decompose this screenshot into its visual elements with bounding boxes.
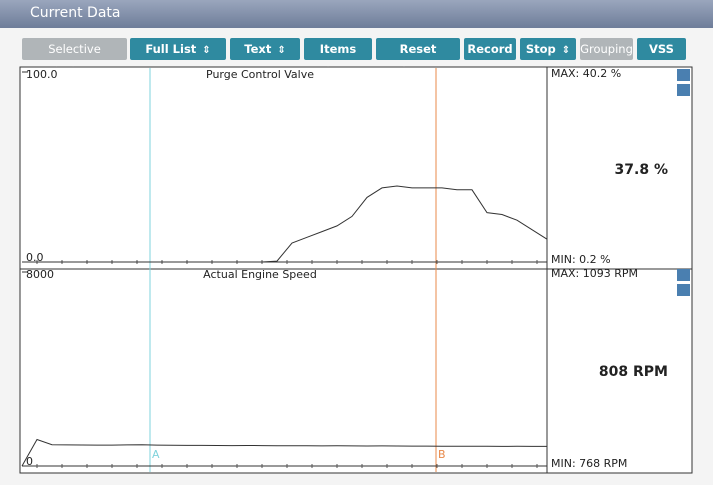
move-icon [677,84,690,96]
dropdown-icon: ⇕ [277,45,286,56]
toolbar-button[interactable]: Stop ⇕ [520,38,576,60]
window-title: Current Data [30,5,121,21]
max-label: MAX: 40.2 % [551,67,621,80]
frame [19,66,693,474]
button-label: VSS [649,42,674,56]
panel-title: Actual Engine Speed [203,268,317,281]
toolbar-button[interactable]: Full List ⇕ [130,38,226,60]
button-label: Grouping [580,42,633,56]
y-tick-label: 100.0 [26,68,58,81]
current-value: 808 RPM [599,364,668,380]
title-bar: Current Data [0,0,713,28]
panel-title: Purge Control Valve [206,68,314,81]
toolbar-button[interactable]: VSS [637,38,686,60]
y-tick-label: 8000 [26,268,54,281]
max-label: MAX: 1093 RPM [551,267,638,280]
trace [22,185,548,263]
button-label: Stop [525,42,556,56]
current-value: 37.8 % [615,162,668,178]
button-label: Full List [145,42,197,56]
min-label: MIN: 0.2 % [551,253,611,266]
y-tick-label: 0.0 [26,251,44,264]
dropdown-icon: ⇕ [561,45,571,56]
dropdown-icon: ⇕ [202,45,211,56]
y-tick-label: 0 [26,455,33,468]
close-icon[interactable] [677,269,690,281]
toolbar-button[interactable]: Record [464,38,516,60]
button-label: Record [467,42,513,56]
move-icon [677,284,690,296]
trace [21,438,547,467]
button-label: Text [244,42,272,56]
close-icon[interactable] [677,69,690,81]
cursor-label: B [438,448,446,461]
cursor-label: A [152,448,160,461]
toolbar-button[interactable]: Grouping [580,38,633,60]
toolbar-button[interactable]: Text ⇕ [230,38,300,60]
min-label: MIN: 768 RPM [551,457,627,470]
